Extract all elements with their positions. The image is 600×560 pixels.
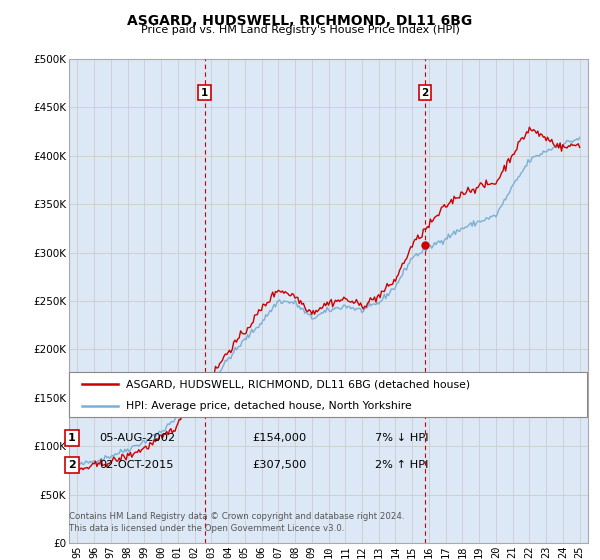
Text: £154,000: £154,000 bbox=[252, 433, 306, 443]
Text: 7% ↓ HPI: 7% ↓ HPI bbox=[375, 433, 428, 443]
Text: 2: 2 bbox=[68, 460, 76, 470]
Text: 1: 1 bbox=[201, 88, 208, 97]
Text: 05-AUG-2002: 05-AUG-2002 bbox=[99, 433, 175, 443]
Text: 1: 1 bbox=[68, 433, 76, 443]
Text: Price paid vs. HM Land Registry's House Price Index (HPI): Price paid vs. HM Land Registry's House … bbox=[140, 25, 460, 35]
Text: 2% ↑ HPI: 2% ↑ HPI bbox=[375, 460, 428, 470]
Text: ASGARD, HUDSWELL, RICHMOND, DL11 6BG: ASGARD, HUDSWELL, RICHMOND, DL11 6BG bbox=[127, 14, 473, 28]
Text: 02-OCT-2015: 02-OCT-2015 bbox=[99, 460, 173, 470]
Text: Contains HM Land Registry data © Crown copyright and database right 2024.
This d: Contains HM Land Registry data © Crown c… bbox=[69, 512, 404, 533]
Text: HPI: Average price, detached house, North Yorkshire: HPI: Average price, detached house, Nort… bbox=[126, 401, 412, 411]
Text: £307,500: £307,500 bbox=[252, 460, 307, 470]
FancyBboxPatch shape bbox=[69, 372, 587, 417]
Text: 2: 2 bbox=[421, 88, 428, 97]
Text: ASGARD, HUDSWELL, RICHMOND, DL11 6BG (detached house): ASGARD, HUDSWELL, RICHMOND, DL11 6BG (de… bbox=[126, 380, 470, 390]
